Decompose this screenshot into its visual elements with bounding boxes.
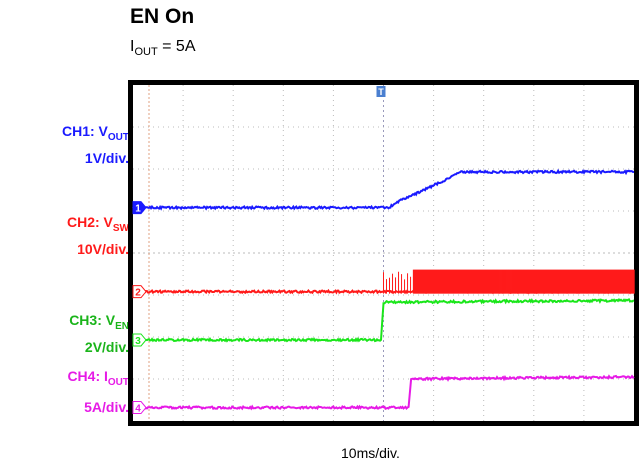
trigger-marker-label: T [378, 87, 384, 97]
ch1-marker-label: 1 [135, 204, 141, 215]
ch2-switching-burst [384, 270, 635, 294]
x-axis-label: 10ms/div. [341, 445, 400, 461]
ch2-marker-label: 2 [135, 288, 141, 299]
ch3-marker-label: 3 [135, 336, 141, 347]
ch4-marker-label: 4 [135, 404, 141, 415]
